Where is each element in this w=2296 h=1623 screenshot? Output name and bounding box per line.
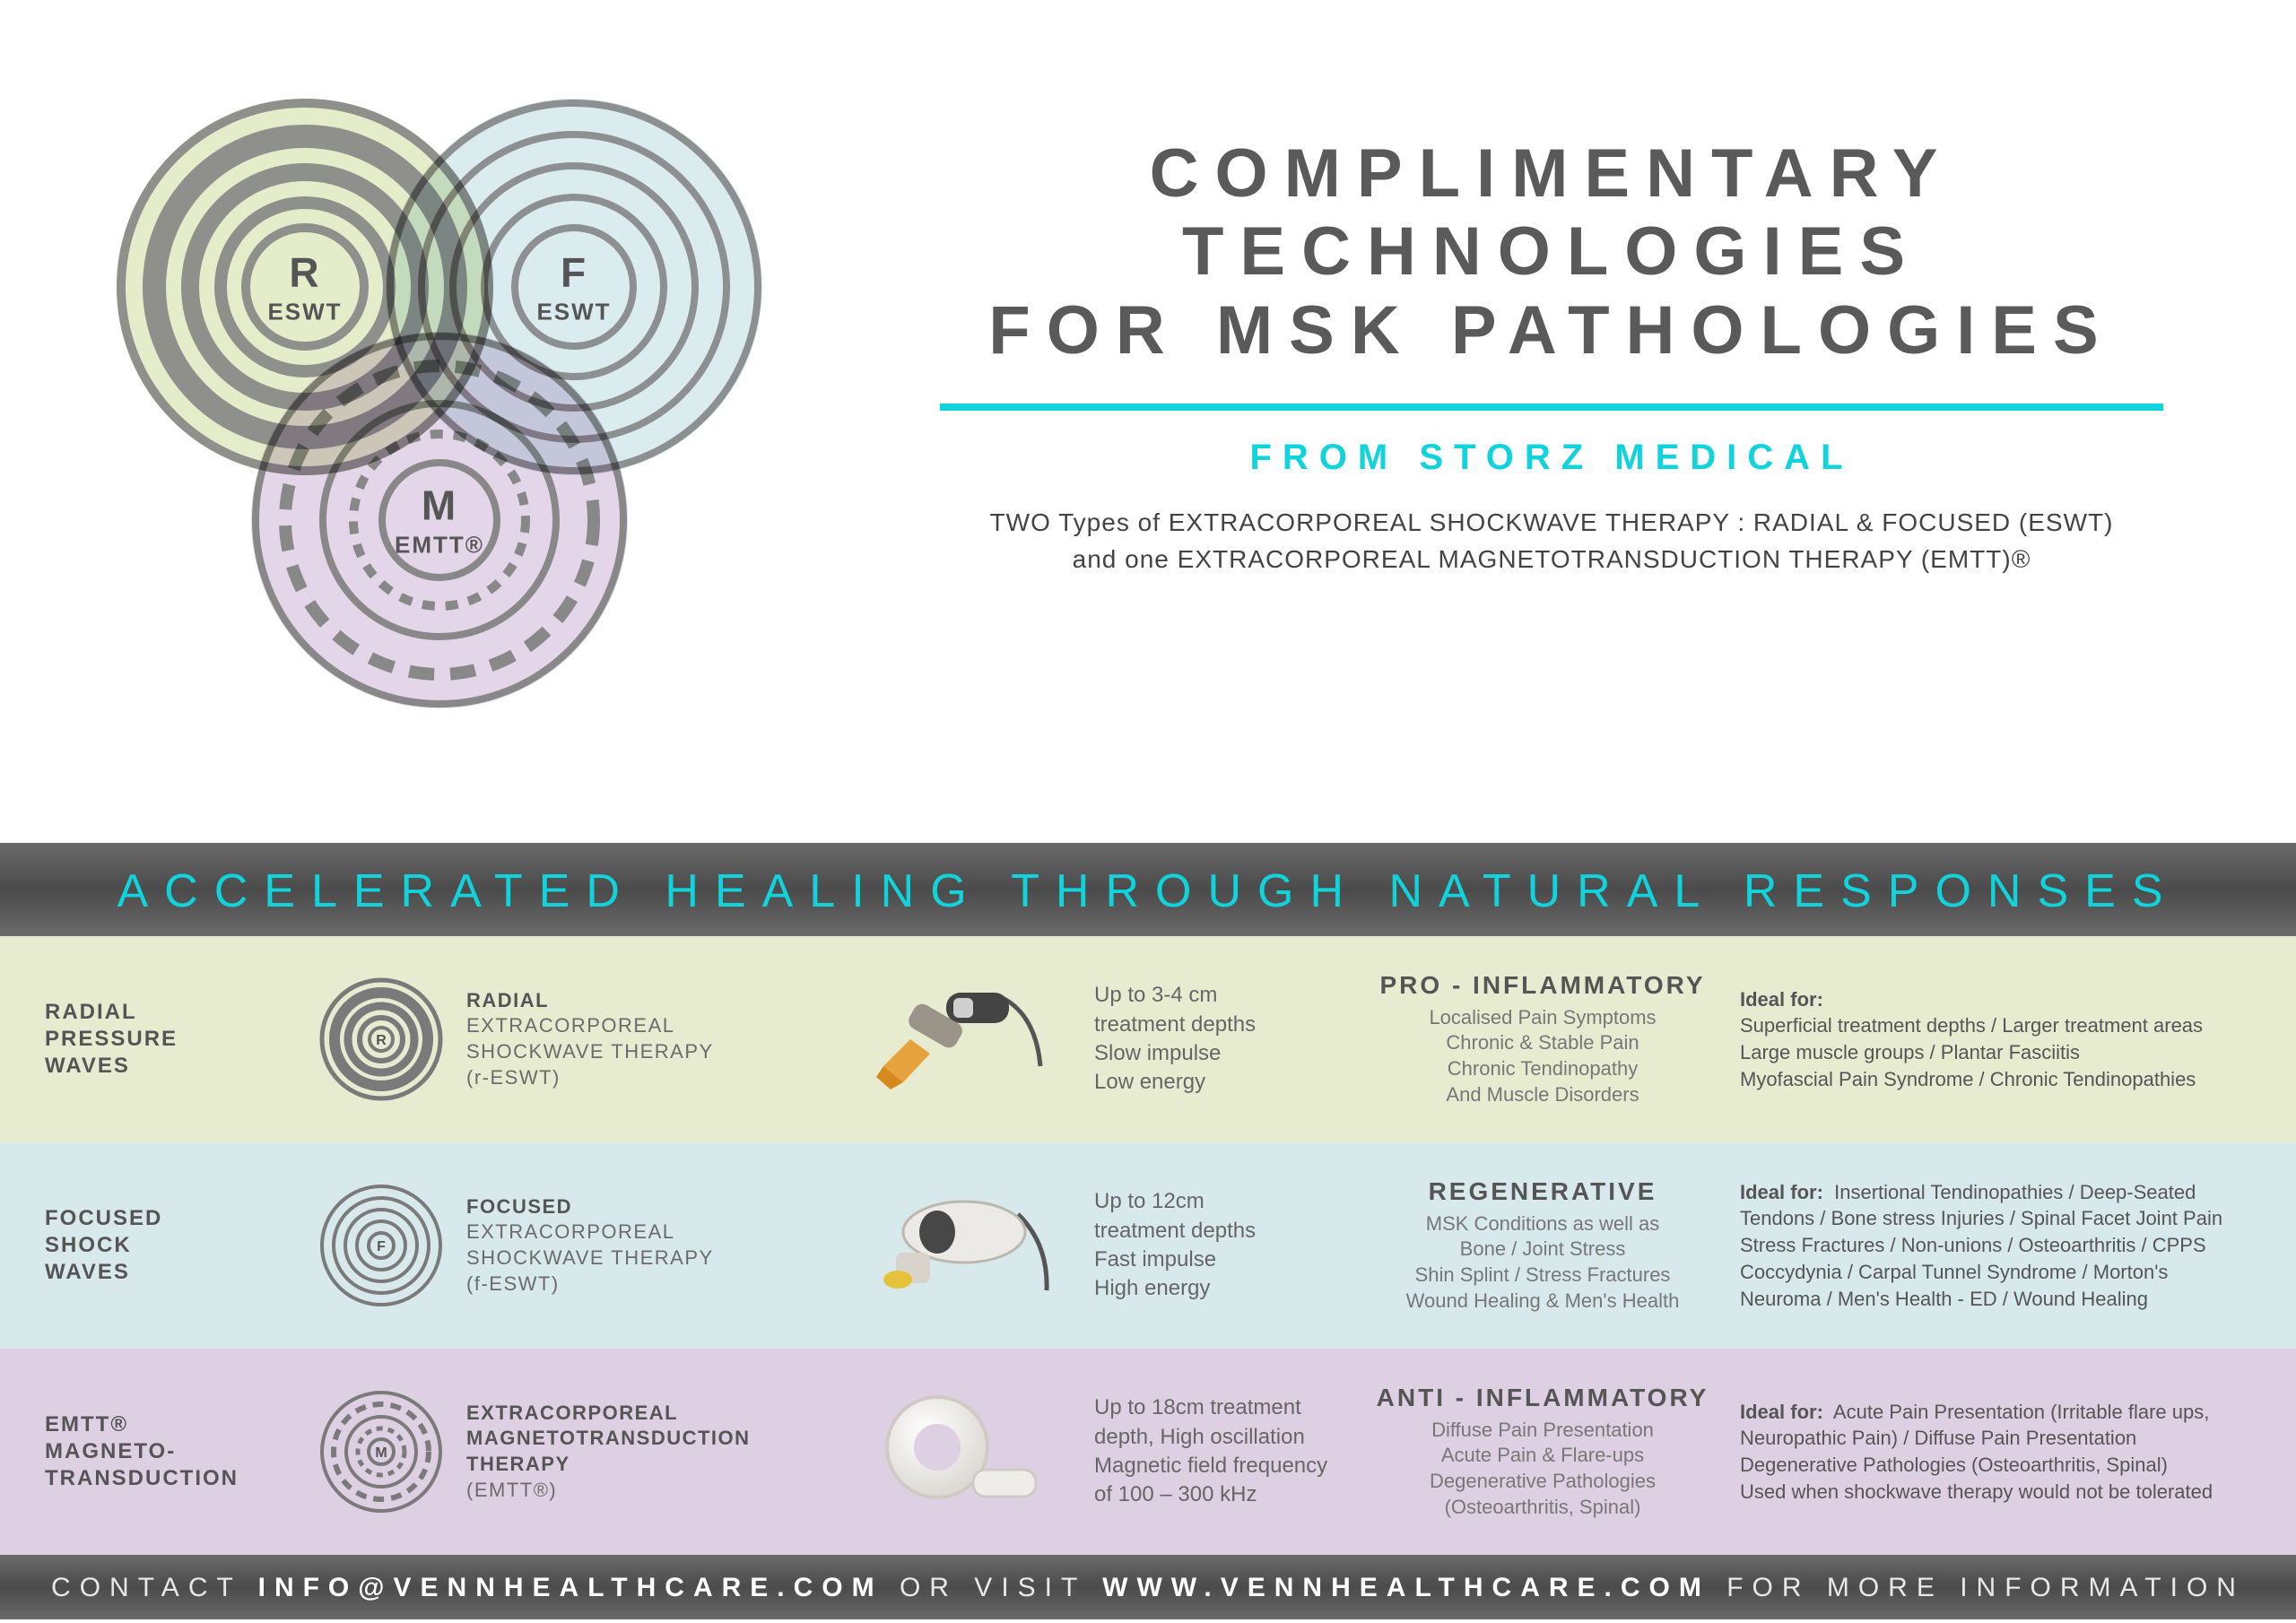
therapy-name: EXTRACORPOREALMAGNETOTRANSDUCTIONTHERAPY… — [466, 1401, 807, 1503]
banner: ACCELERATED HEALING THROUGH NATURAL RESP… — [0, 843, 2296, 936]
category: ANTI - INFLAMMATORY Diffuse Pain Present… — [1354, 1384, 1731, 1520]
row-label: FOCUSEDSHOCKWAVES — [45, 1205, 296, 1286]
row-radial: RADIALPRESSUREWAVES R RADIAL EXTRACORPOR… — [0, 936, 2296, 1142]
category: REGENERATIVE MSK Conditions as well asBo… — [1354, 1177, 1731, 1314]
device-icon-focused — [816, 1183, 1085, 1308]
venn-f-sub: ESWT — [536, 299, 611, 326]
venn-circle-m: MEMTT® — [242, 323, 637, 717]
ring-icon-r: R — [305, 976, 457, 1102]
venn-f-letter: F — [536, 248, 611, 297]
venn-m-letter: M — [395, 482, 484, 530]
footer-mid: OR VISIT — [883, 1573, 1102, 1602]
svg-text:F: F — [377, 1239, 386, 1254]
footer-url: WWW.VENNHEALTHCARE.COM — [1102, 1573, 1710, 1602]
specs: Up to 12cmtreatment depthsFast impulseHi… — [1094, 1187, 1345, 1304]
ideal-for: Ideal for: Superficial treatment depths … — [1740, 986, 2296, 1093]
row-label: EMTT®MAGNETO-TRANSDUCTION — [45, 1411, 296, 1492]
therapy-name: RADIAL EXTRACORPOREALSHOCKWAVE THERAPY(r… — [466, 988, 807, 1090]
title-line3: FOR MSK PATHOLOGIES — [915, 291, 2188, 369]
row-focused: FOCUSEDSHOCKWAVES F FOCUSED EXTRACORPORE… — [0, 1142, 2296, 1349]
ring-icon-m: M — [305, 1389, 457, 1515]
category-body: Localised Pain SymptomsChronic & Stable … — [1354, 1005, 1731, 1107]
ring-icon-f: F — [305, 1183, 457, 1308]
svg-text:M: M — [375, 1445, 387, 1461]
desc-line2: and one EXTRACORPOREAL MAGNETOTRANSDUCTI… — [915, 542, 2188, 578]
from-line: FROM STORZ MEDICAL — [915, 438, 2188, 478]
venn-r-sub: ESWT — [267, 299, 342, 326]
category-body: MSK Conditions as well asBone / Joint St… — [1354, 1211, 1731, 1314]
category-body: Diffuse Pain PresentationAcute Pain & Fl… — [1354, 1418, 1731, 1520]
category-title: ANTI - INFLAMMATORY — [1354, 1384, 1731, 1412]
category: PRO - INFLAMMATORY Localised Pain Sympto… — [1354, 971, 1731, 1107]
footer: CONTACT INFO@VENNHEALTHCARE.COM OR VISIT… — [0, 1555, 2296, 1619]
accent-rule — [940, 404, 2162, 411]
row-label: RADIALPRESSUREWAVES — [45, 999, 296, 1080]
footer-email: INFO@VENNHEALTHCARE.COM — [258, 1573, 883, 1602]
footer-pre: CONTACT — [51, 1573, 258, 1602]
therapy-name: FOCUSED EXTRACORPOREALSHOCKWAVE THERAPY(… — [466, 1194, 807, 1297]
title-line2: TECHNOLOGIES — [915, 213, 2188, 291]
venn-diagram: RESWT FESWT — [72, 36, 879, 816]
technology-rows: RADIALPRESSUREWAVES R RADIAL EXTRACORPOR… — [0, 936, 2296, 1555]
venn-r-letter: R — [267, 248, 342, 297]
svg-text:R: R — [376, 1033, 387, 1048]
header-block: COMPLIMENTARY TECHNOLOGIES FOR MSK PATHO… — [879, 36, 2224, 816]
specs: Up to 3-4 cmtreatment depthsSlow impulse… — [1094, 981, 1345, 1098]
ideal-for: Ideal for: Acute Pain Presentation (Irri… — [1740, 1399, 2296, 1506]
row-emtt: EMTT®MAGNETO-TRANSDUCTION M EXTRACORPORE… — [0, 1349, 2296, 1555]
desc-line1: TWO Types of EXTRACORPOREAL SHOCKWAVE TH… — [915, 505, 2188, 542]
top-section: RESWT FESWT — [0, 0, 2296, 843]
category-title: REGENERATIVE — [1354, 1177, 1731, 1206]
device-icon-radial — [816, 976, 1085, 1102]
title-line1: COMPLIMENTARY — [915, 135, 2188, 213]
main-title: COMPLIMENTARY TECHNOLOGIES FOR MSK PATHO… — [915, 135, 2188, 369]
venn-m-sub: EMTT® — [395, 532, 484, 560]
category-title: PRO - INFLAMMATORY — [1354, 971, 1731, 1000]
infographic-page: RESWT FESWT — [0, 0, 2296, 1623]
header-desc: TWO Types of EXTRACORPOREAL SHOCKWAVE TH… — [915, 505, 2188, 577]
footer-post: FOR MORE INFORMATION — [1710, 1573, 2245, 1602]
specs: Up to 18cm treatmentdepth, High oscillat… — [1094, 1393, 1345, 1510]
ideal-for: Ideal for: Insertional Tendinopathies / … — [1740, 1179, 2296, 1312]
device-icon-emtt — [816, 1389, 1085, 1515]
